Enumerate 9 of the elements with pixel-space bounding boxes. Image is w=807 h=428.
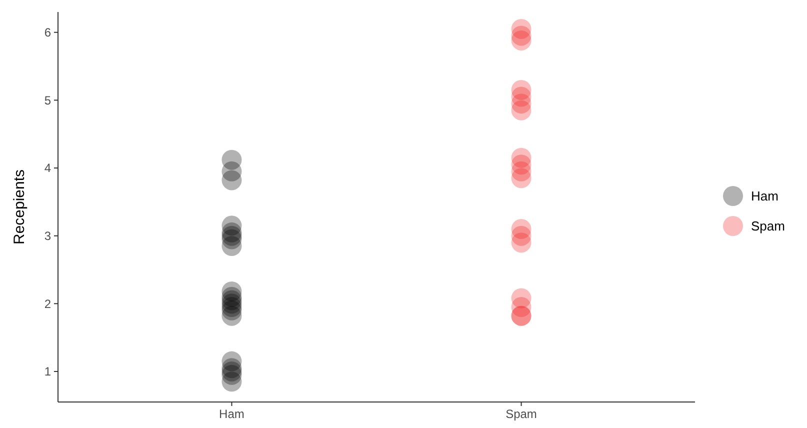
y-tick-label: 5 <box>44 93 52 108</box>
y-tick-label: 3 <box>44 229 52 244</box>
y-tick-label: 2 <box>44 296 52 311</box>
y-tick-label: 4 <box>44 161 52 176</box>
legend-label: Ham <box>751 188 778 204</box>
y-axis-title: Recepients <box>11 169 28 245</box>
y-tick-label: 1 <box>44 364 52 379</box>
legend-label: Spam <box>751 218 785 234</box>
y-tick-label: 6 <box>44 26 52 40</box>
